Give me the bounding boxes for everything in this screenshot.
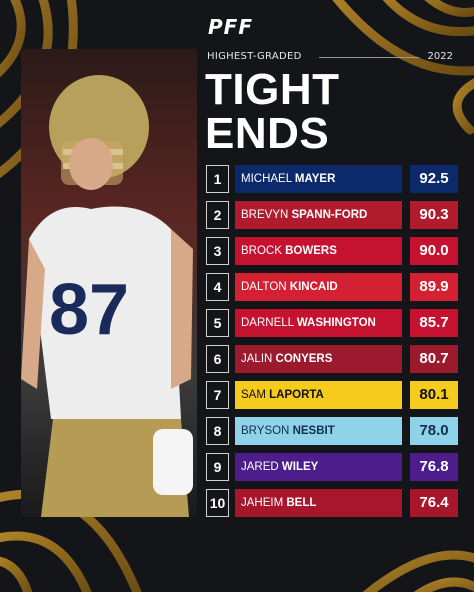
rank-number: 5 <box>206 309 229 337</box>
ranking-row: 9 JARED WILEY 76.8 <box>206 453 458 482</box>
player-last-name: LAPORTA <box>269 389 324 401</box>
player-grade: 78.0 <box>410 417 458 445</box>
player-first-name: DARNELL <box>241 317 294 329</box>
player-first-name: BREVYN <box>241 209 289 221</box>
player-name-bar: JALIN CONYERS <box>235 345 402 373</box>
ranking-row: 7 SAM LAPORTA 80.1 <box>206 381 458 410</box>
rank-number: 6 <box>206 345 229 373</box>
player-photo: 87 <box>21 49 197 517</box>
player-first-name: SAM <box>241 389 266 401</box>
rank-number: 1 <box>206 165 229 193</box>
rank-number: 7 <box>206 381 229 409</box>
subtitle-label: HIGHEST-GRADED <box>207 51 302 62</box>
player-last-name: WILEY <box>281 461 319 473</box>
ranking-row: 6 JALIN CONYERS 80.7 <box>206 345 458 374</box>
rank-number: 3 <box>206 237 229 265</box>
title-line-2: ENDS <box>205 109 330 158</box>
divider-line <box>319 57 419 58</box>
player-last-name: KINCAID <box>289 281 338 293</box>
player-first-name: BROCK <box>241 245 282 257</box>
player-grade: 76.4 <box>410 489 458 517</box>
rank-number: 2 <box>206 201 229 229</box>
player-grade: 76.8 <box>410 453 458 481</box>
rank-number: 9 <box>206 453 229 481</box>
ranking-row: 1 MICHAEL MAYER 92.5 <box>206 165 458 194</box>
player-last-name: BOWERS <box>285 245 337 257</box>
player-last-name: BELL <box>286 497 317 509</box>
player-name-bar: BREVYN SPANN-FORD <box>235 201 402 229</box>
player-name-bar: BRYSON NESBIT <box>235 417 402 445</box>
player-grade: 85.7 <box>410 309 458 337</box>
player-first-name: BRYSON <box>241 425 290 437</box>
ranking-row: 10 JAHEIM BELL 76.4 <box>206 489 458 518</box>
player-first-name: JAHEIM <box>241 497 284 509</box>
page-title: TIGHT ENDS <box>205 68 455 156</box>
player-grade: 89.9 <box>410 273 458 301</box>
year-label: 2022 <box>427 51 453 62</box>
player-grade: 90.0 <box>410 237 458 265</box>
player-name-bar: MICHAEL MAYER <box>235 165 402 193</box>
player-grade: 80.7 <box>410 345 458 373</box>
player-first-name: MICHAEL <box>241 173 292 185</box>
subtitle-row: HIGHEST-GRADED 2022 <box>207 51 453 65</box>
player-name-bar: SAM LAPORTA <box>235 381 402 409</box>
player-name-bar: BROCK BOWERS <box>235 237 402 265</box>
player-first-name: JALIN <box>241 353 273 365</box>
rank-number: 10 <box>206 489 229 517</box>
player-last-name: CONYERS <box>275 353 333 365</box>
rank-number: 8 <box>206 417 229 445</box>
player-last-name: MAYER <box>294 173 336 185</box>
ranking-row: 8 BRYSON NESBIT 78.0 <box>206 417 458 446</box>
svg-text:87: 87 <box>49 270 129 350</box>
player-name-bar: DARNELL WASHINGTON <box>235 309 402 337</box>
pff-logo: PFF <box>208 15 253 39</box>
title-line-1: TIGHT <box>205 65 340 114</box>
player-name-bar: JARED WILEY <box>235 453 402 481</box>
player-last-name: WASHINGTON <box>296 317 376 329</box>
ranking-row: 4 DALTON KINCAID 89.9 <box>206 273 458 302</box>
player-name-bar: DALTON KINCAID <box>235 273 402 301</box>
ranking-row: 2 BREVYN SPANN-FORD 90.3 <box>206 201 458 230</box>
rank-number: 4 <box>206 273 229 301</box>
player-first-name: DALTON <box>241 281 287 293</box>
player-grade: 80.1 <box>410 381 458 409</box>
player-grade: 92.5 <box>410 165 458 193</box>
player-last-name: NESBIT <box>292 425 335 437</box>
player-grade: 90.3 <box>410 201 458 229</box>
player-name-bar: JAHEIM BELL <box>235 489 402 517</box>
ranking-row: 3 BROCK BOWERS 90.0 <box>206 237 458 266</box>
player-first-name: JARED <box>241 461 279 473</box>
ranking-row: 5 DARNELL WASHINGTON 85.7 <box>206 309 458 338</box>
player-last-name: SPANN-FORD <box>291 209 368 221</box>
